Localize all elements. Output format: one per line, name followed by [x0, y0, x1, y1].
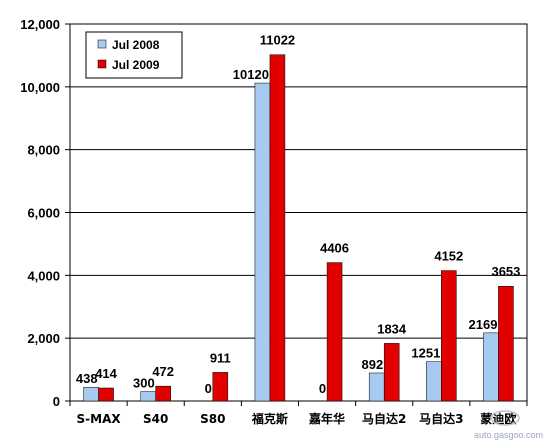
legend-swatch-jul-2009	[97, 59, 107, 69]
bar-jul-2009	[269, 54, 286, 402]
bar-jul-2008	[83, 386, 99, 402]
x-category-label: 蒙迪欧	[480, 411, 516, 426]
y-tick-label: 10,000	[20, 80, 60, 95]
bar-jul-2008	[254, 82, 271, 402]
y-tick-label: 12,000	[20, 17, 60, 32]
data-label: 10120	[233, 67, 269, 82]
legend-box	[85, 31, 183, 79]
legend: Jul 2008 Jul 2009	[85, 31, 183, 79]
bar-jul-2008	[483, 332, 499, 402]
bar-jul-2009	[441, 270, 457, 402]
data-label: 300	[133, 376, 155, 391]
y-tick-label: 6,000	[27, 206, 60, 221]
data-label: 1251	[411, 346, 440, 361]
bar-jul-2009	[326, 262, 343, 402]
data-label: 4152	[434, 249, 463, 264]
data-label: 892	[361, 357, 383, 372]
bars	[83, 54, 514, 402]
x-category-label: 马自达2	[362, 411, 406, 426]
x-category-label: 嘉年华	[308, 411, 345, 426]
x-category-label: S40	[143, 412, 168, 426]
data-label: 11022	[260, 33, 295, 48]
x-axis: S-MAX S40 S80 福克斯 嘉年华 马自达2 马自达3 蒙迪欧	[69, 401, 528, 426]
y-tick-label: 4,000	[27, 268, 60, 283]
data-label: 911	[210, 350, 231, 365]
bar-jul-2009	[155, 385, 171, 402]
bar-jul-2009	[98, 387, 114, 402]
bar-jul-2008	[140, 391, 156, 402]
y-axis: 0 2,000 4,000 6,000 8,000 10,000 12,000	[20, 17, 70, 409]
bar-jul-2009	[383, 343, 400, 402]
data-label: 414	[95, 366, 117, 381]
bar-jul-2009	[212, 372, 229, 402]
bar-jul-2009	[498, 285, 514, 402]
watermark-logo	[490, 410, 520, 426]
bar-jul-2008	[426, 361, 442, 402]
x-category-label: S80	[200, 412, 225, 426]
x-category-label: 福克斯	[251, 411, 288, 426]
y-tick-label: 2,000	[27, 331, 60, 346]
data-label: 2169	[469, 317, 498, 332]
x-category-label: 马自达3	[419, 411, 463, 426]
data-label: 4406	[320, 241, 349, 256]
data-label: 438	[76, 371, 98, 386]
watermark: auto.gasgoo.com	[474, 410, 543, 440]
legend-swatch-jul-2008	[97, 39, 107, 49]
x-category-label: S-MAX	[77, 412, 122, 426]
y-tick-label: 0	[53, 394, 60, 409]
y-tick-label: 8,000	[27, 143, 60, 158]
data-label: 3653	[491, 264, 520, 279]
legend-label-jul-2009: Jul 2009	[112, 58, 160, 72]
data-label: 1834	[377, 321, 407, 336]
bar-jul-2008	[368, 372, 385, 402]
data-label: 472	[152, 364, 174, 379]
data-label: 0	[205, 381, 212, 396]
legend-label-jul-2008: Jul 2008	[112, 38, 160, 52]
watermark-text: auto.gasgoo.com	[474, 430, 543, 440]
data-label: 0	[319, 381, 326, 396]
